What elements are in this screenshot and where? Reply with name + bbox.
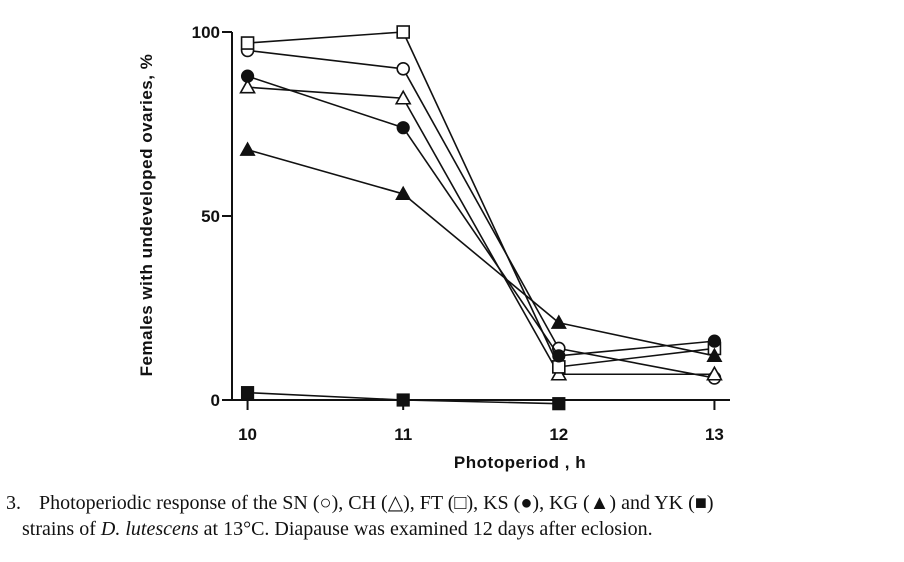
yk-line-segment xyxy=(247,391,404,401)
yk-point xyxy=(240,386,255,400)
sn-line-segment xyxy=(247,49,404,70)
kg-line-segment xyxy=(402,193,560,324)
ks-line-segment xyxy=(247,75,404,129)
y-tick-label: 0 xyxy=(211,391,220,410)
x-tick-label: 12 xyxy=(549,425,568,444)
chart: 0 50 100 10 11 12 13 Females with undeveloped … xyxy=(137,23,730,472)
ch-line-segment xyxy=(247,86,404,100)
series-yk xyxy=(240,386,566,411)
x-tick-label: 11 xyxy=(394,425,412,444)
kg-point xyxy=(706,347,723,362)
ft-point xyxy=(552,360,566,374)
ks-point xyxy=(552,349,566,363)
ks-line-segment xyxy=(402,127,560,357)
ch-point xyxy=(706,365,723,381)
series-ft xyxy=(240,25,722,374)
ft-point xyxy=(240,36,255,50)
series-ks xyxy=(240,69,722,363)
series-layer xyxy=(239,25,723,411)
y-tick-label: 100 xyxy=(192,23,220,42)
sn-line-segment xyxy=(402,68,560,349)
ft-point xyxy=(396,25,410,39)
x-tick-label: 13 xyxy=(705,425,724,444)
ft-line-segment xyxy=(558,347,715,368)
series-kg xyxy=(239,141,723,362)
sn-point xyxy=(396,62,410,76)
caption-line-2-start: strains of xyxy=(22,518,101,540)
series-sn xyxy=(240,43,722,385)
ks-point xyxy=(396,121,410,135)
kg-line-segment xyxy=(558,321,715,357)
figure-caption: 3. Photoperiodic response of the SN (○), … xyxy=(0,490,904,542)
ch-line-segment xyxy=(402,97,560,375)
ch-point xyxy=(239,78,256,94)
ks-line-segment xyxy=(558,340,715,357)
axes: 0 50 100 10 11 12 13 xyxy=(192,23,730,444)
kg-point xyxy=(395,185,412,201)
ks-point xyxy=(707,334,722,348)
yk-point xyxy=(396,393,410,407)
series-ch xyxy=(239,78,723,381)
ft-line-segment xyxy=(402,31,560,368)
x-axis-title: Photoperiod , h xyxy=(454,453,586,472)
kg-line-segment xyxy=(247,148,404,195)
kg-point xyxy=(550,314,567,329)
yk-point xyxy=(552,397,566,411)
x-tick-label: 10 xyxy=(238,425,257,444)
caption-species-name: D. lutescens xyxy=(100,518,199,540)
ft-line-segment xyxy=(247,31,404,44)
caption-figure-number: 3. xyxy=(6,492,21,514)
caption-line-1: Photoperiodic response of the SN (○), CH… xyxy=(39,492,714,514)
ks-point xyxy=(240,69,255,83)
ch-point xyxy=(394,89,412,105)
y-tick-label: 50 xyxy=(201,207,220,226)
kg-point xyxy=(239,141,256,156)
caption-line-2-end: at 13°C. Diapause was examined 12 days a… xyxy=(198,518,653,540)
yk-line-segment xyxy=(403,399,559,405)
y-axis-title: Females with undeveloped ovaries, % xyxy=(137,54,156,377)
